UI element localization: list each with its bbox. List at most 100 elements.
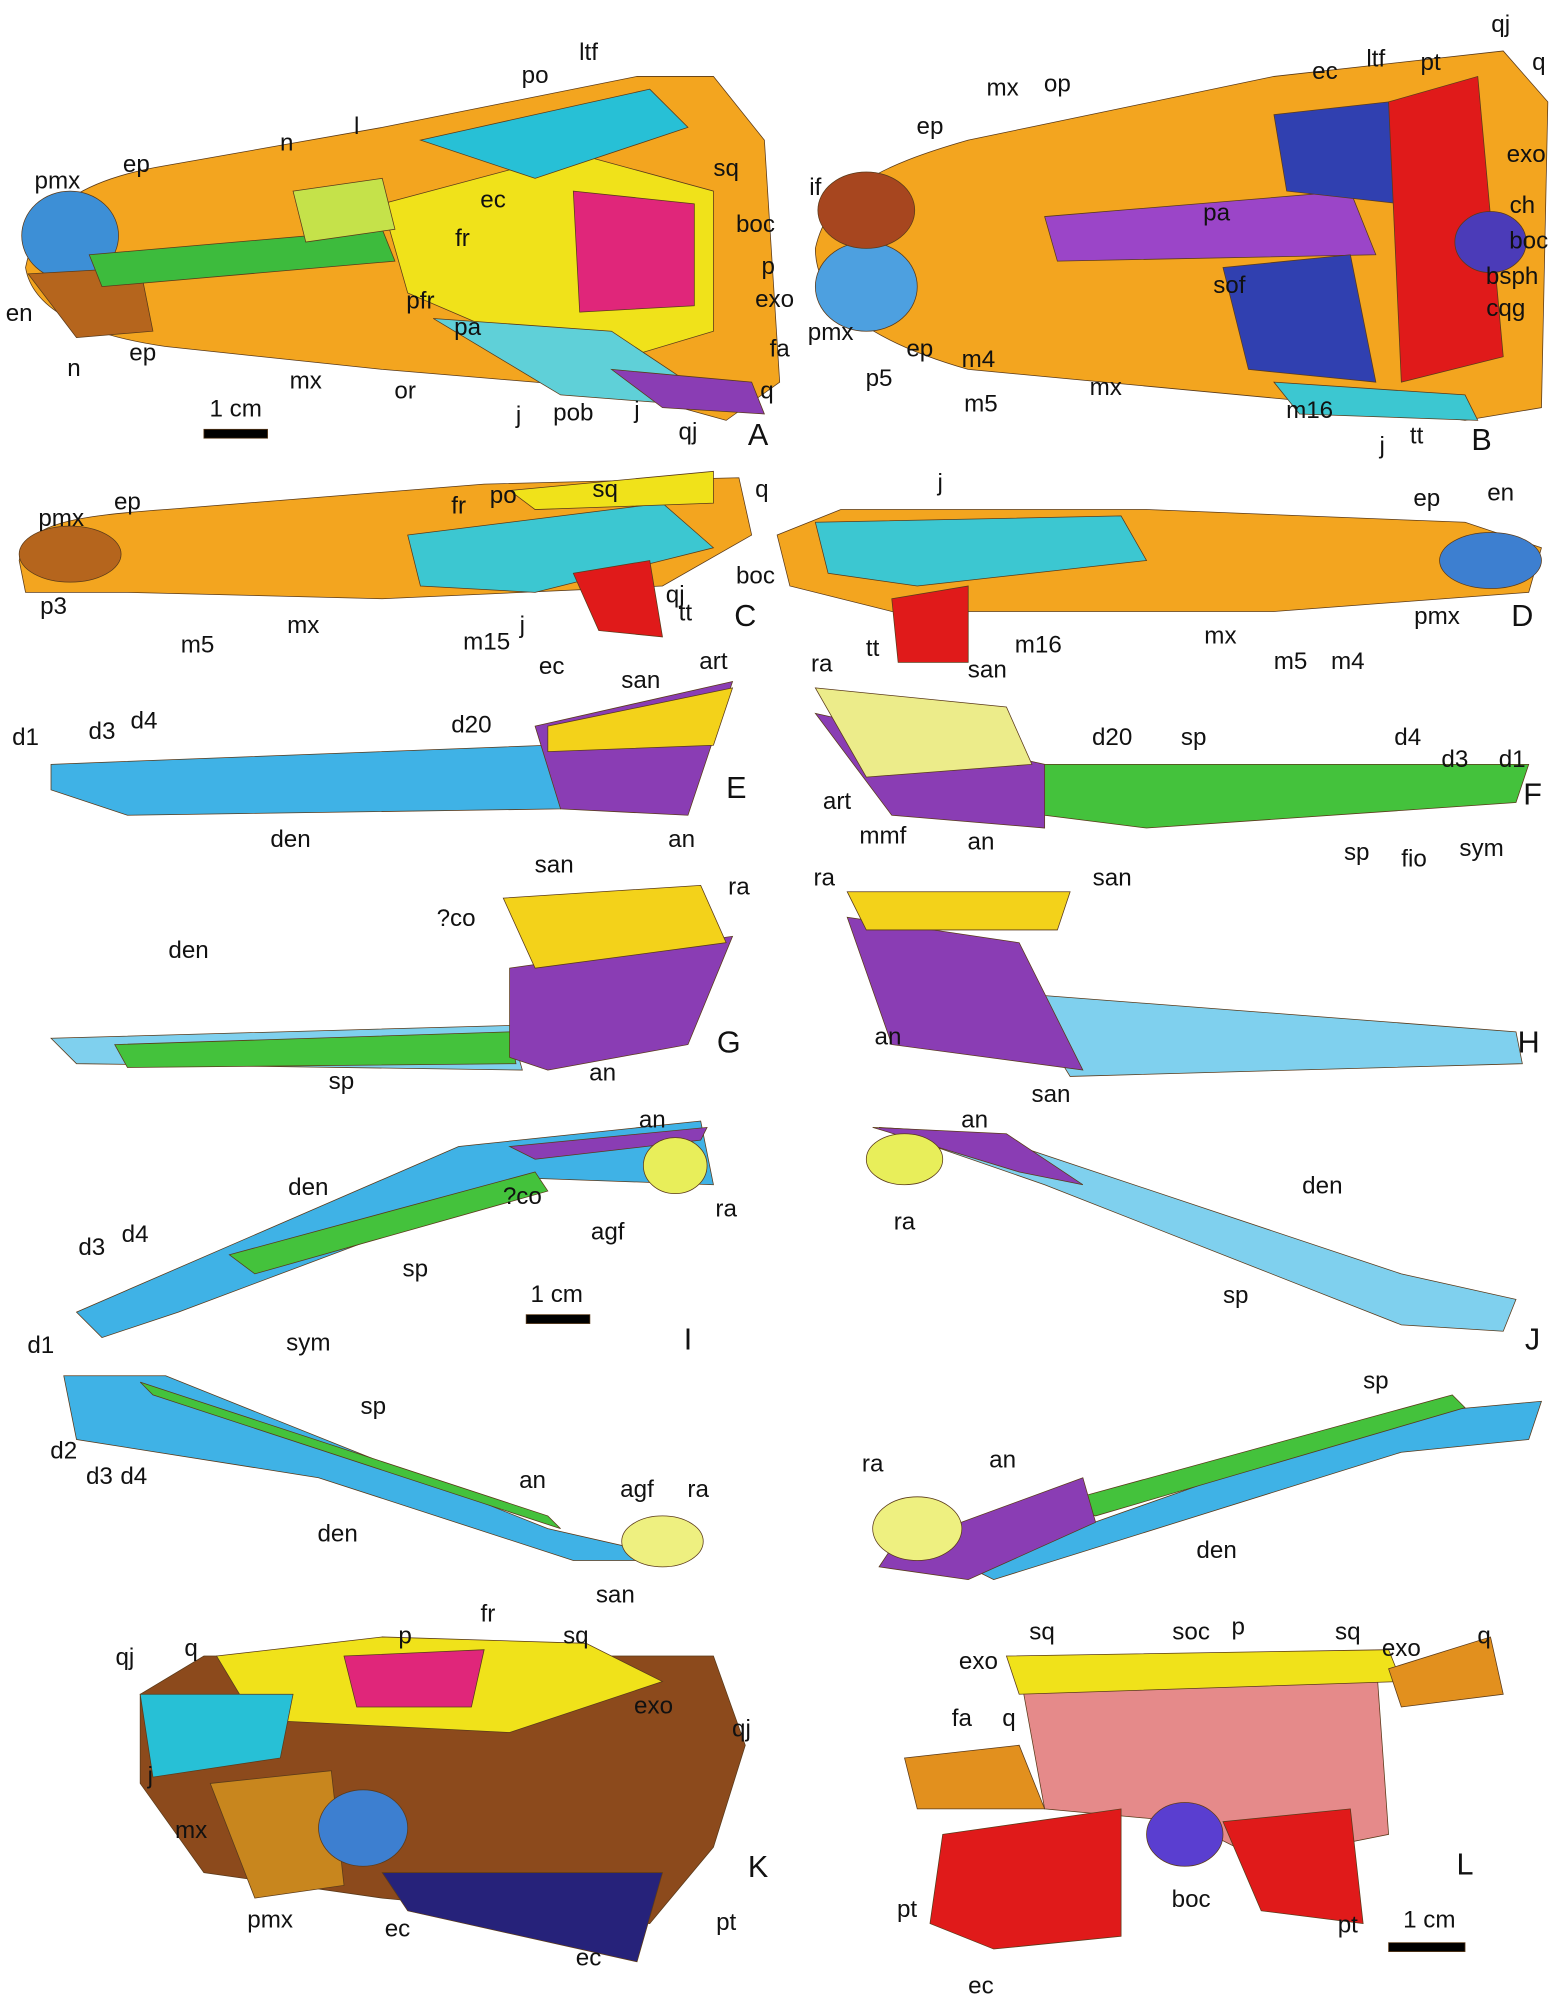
anatomy-label: exo	[959, 1648, 998, 1675]
anatomy-label: an	[519, 1467, 546, 1494]
anatomy-label: ltf	[1366, 45, 1385, 72]
anatomy-label: q	[1477, 1622, 1490, 1649]
anatomy-label: ec	[576, 1945, 602, 1972]
anatomy-label: en	[1487, 480, 1514, 507]
anatomy-label: sp	[1363, 1368, 1389, 1395]
anatomy-label: pa	[1203, 199, 1230, 226]
anatomy-label: pt	[897, 1896, 917, 1923]
panel-letter: K	[748, 1850, 769, 1884]
anatomy-label: ch	[1510, 192, 1536, 219]
panel-letter: D	[1511, 599, 1533, 633]
anatomy-label: ec	[385, 1915, 411, 1942]
anatomy-label: ep	[114, 489, 141, 516]
ra-i	[643, 1138, 707, 1194]
anatomy-label: mmf	[859, 822, 906, 849]
anatomy-label: j	[633, 397, 639, 424]
anatomy-label: pt	[1421, 49, 1441, 76]
anatomy-label: fio	[1401, 845, 1427, 872]
anatomy-label: 1 cm	[1403, 1906, 1455, 1933]
anatomy-label: sym	[286, 1329, 330, 1356]
boc-l	[1147, 1803, 1223, 1867]
anatomy-label: po	[522, 62, 549, 89]
ra-n	[873, 1497, 962, 1561]
anatomy-label: soc	[1172, 1619, 1210, 1646]
anatomy-label: an	[961, 1106, 988, 1133]
panel-letter: G	[717, 1026, 741, 1060]
anatomy-label: ra	[728, 873, 750, 900]
anatomy-label: d20	[451, 712, 491, 739]
anatomy-label: exo	[755, 286, 794, 313]
anatomy-label: pmx	[35, 168, 81, 195]
anatomy-label: p	[1232, 1613, 1245, 1640]
anatomy-label: cqg	[1486, 295, 1525, 322]
anatomy-label: mx	[986, 75, 1018, 102]
sp-n	[1057, 1395, 1465, 1516]
anatomy-label: m5	[1274, 648, 1308, 675]
panel-letter: B	[1471, 423, 1491, 457]
anatomy-label: agf	[591, 1219, 625, 1246]
anatomy-label: d1	[1499, 746, 1526, 773]
anatomy-label: fr	[481, 1601, 496, 1628]
anatomy-label: san	[596, 1582, 635, 1609]
anatomy-label: sp	[1181, 724, 1207, 751]
anatomy-label: pt	[716, 1909, 736, 1936]
anatomy-label: m15	[463, 629, 510, 656]
anatomy-label: san	[535, 852, 574, 879]
anatomy-label: d1	[27, 1332, 54, 1359]
anatomy-label: m16	[1286, 397, 1333, 424]
anatomy-label: d3	[89, 718, 116, 745]
anatomy-label: san	[968, 657, 1007, 684]
anatomy-label: qj	[1491, 11, 1510, 38]
anatomy-label: pob	[553, 399, 593, 426]
anatomy-label: p	[761, 253, 774, 280]
anatomy-label: boc	[736, 211, 775, 238]
anatomy-label: p5	[866, 365, 893, 392]
anatomy-label: pmx	[247, 1906, 293, 1933]
anatomy-label: ra	[862, 1450, 884, 1477]
anatomy-label: d20	[1092, 724, 1132, 751]
anatomy-label: n	[280, 129, 293, 156]
ec-k	[382, 1873, 662, 1962]
anatomy-label: an	[639, 1106, 666, 1133]
p-a	[573, 191, 694, 312]
anatomy-label: d4	[131, 708, 158, 735]
anatomy-label: fr	[451, 492, 466, 519]
anatomy-label: op	[1044, 71, 1071, 98]
anatomy-label: sp	[1344, 839, 1370, 866]
anatomy-label: d2	[50, 1438, 77, 1465]
anatomy-label: d1	[12, 724, 39, 751]
anatomy-label: ec	[480, 187, 506, 214]
anatomy-label: d4	[122, 1221, 149, 1248]
anatomy-label: mx	[1204, 622, 1236, 649]
anatomy-label: sq	[1029, 1619, 1055, 1646]
anatomy-label: sq	[713, 155, 739, 182]
anatomy-label: an	[875, 1024, 902, 1051]
anatomy-label: den	[270, 826, 310, 853]
pmx-b2	[818, 172, 915, 248]
anatomy-label: ec	[539, 653, 565, 680]
anatomy-label: m4	[1331, 648, 1365, 675]
anatomy-label: qj	[679, 419, 698, 446]
anatomy-label: san	[1093, 864, 1132, 891]
anatomy-label: mx	[290, 368, 322, 395]
p-k	[344, 1650, 484, 1707]
anatomy-label: pmx	[38, 505, 84, 532]
anatomy-label: sq	[563, 1622, 589, 1649]
anatomy-label: an	[589, 1059, 616, 1086]
anatomy-label: ec	[968, 1973, 994, 2000]
anatomy-label: 1 cm	[210, 396, 262, 423]
anatomy-label: n	[67, 355, 80, 382]
anatomy-label: art	[699, 648, 728, 675]
anatomy-label: ep	[906, 336, 933, 363]
anatomy-label: ep	[917, 113, 944, 140]
anatomy-label: m5	[181, 631, 215, 658]
san-h	[847, 892, 1070, 930]
anatomy-label: ep	[1413, 485, 1440, 512]
anatomy-label: sq	[592, 476, 618, 503]
anatomy-label: d3	[86, 1463, 113, 1490]
anatomy-label: an	[668, 826, 695, 853]
anatomy-label: q	[184, 1635, 197, 1662]
anatomy-label: ?co	[503, 1183, 542, 1210]
anatomy-label: j	[1379, 433, 1385, 460]
panel-letter: E	[726, 771, 746, 805]
